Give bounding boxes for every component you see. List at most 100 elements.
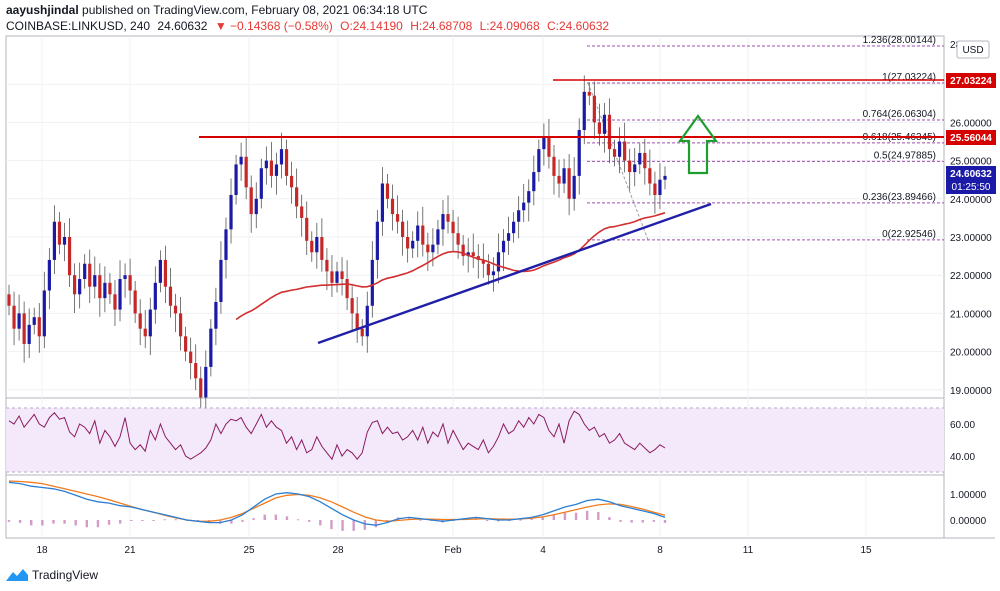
candle-body (264, 160, 268, 169)
candle-body (542, 137, 546, 150)
candle-body (421, 225, 425, 245)
candle-body (648, 168, 652, 184)
candle-body (73, 275, 77, 295)
price-tick-label: 25.00000 (950, 157, 992, 168)
price-tick-label: 24.00000 (950, 195, 992, 206)
usd-label: USD (962, 45, 983, 56)
time-axis: 18 21 25 28 Feb 4 8 11 15 (36, 545, 872, 556)
candle-body (133, 290, 137, 314)
candle-body (7, 294, 11, 306)
candle-body (158, 259, 162, 283)
tradingview-logo-icon (6, 569, 28, 581)
time-tick-label: Feb (444, 545, 462, 556)
price-tick-label: 23.00000 (950, 233, 992, 244)
candle-body (501, 240, 506, 253)
candle-body (370, 259, 374, 306)
author-name[interactable]: aayushjindal (6, 3, 79, 17)
macd-histogram-bar (608, 517, 611, 520)
candle-body (325, 259, 329, 272)
time-tick-label: 11 (743, 545, 754, 556)
tradingview-brand: TradingView (32, 568, 99, 582)
candle-body (380, 183, 385, 222)
candle-body (279, 149, 284, 165)
candle-body (315, 237, 319, 253)
candle-body (612, 149, 617, 157)
candle-body (643, 152, 647, 169)
candle-body (320, 237, 324, 260)
candle-body (234, 164, 238, 195)
change-value: ▼ −0.14368 (−0.58%) (214, 19, 333, 33)
price-panel (5, 35, 945, 399)
fib-retracement: 1.236(28.00144) 1(27.03224) 0.764(26.06304… (587, 35, 944, 241)
candle-body (496, 252, 501, 272)
time-tick-label: 18 (36, 545, 48, 556)
time-tick-label: 21 (124, 545, 136, 556)
macd-histogram-bar (497, 520, 500, 522)
candle-body (163, 259, 168, 287)
candle-body (506, 233, 511, 241)
candle-body (17, 313, 21, 329)
candle-body (184, 336, 188, 352)
candle-body (214, 301, 218, 329)
macd-histogram-bar (63, 520, 66, 524)
candle-body (522, 202, 526, 211)
tradingview-logo[interactable]: TradingView (6, 568, 98, 582)
macd-histogram-bar (319, 520, 322, 526)
candle-body (143, 328, 147, 337)
macd-histogram-bar (663, 520, 667, 523)
candle-body (633, 164, 637, 173)
macd-histogram-bar (241, 520, 244, 522)
low-value: L:24.09068 (479, 19, 540, 33)
candle-body (517, 210, 521, 222)
macd-histogram-bar (107, 520, 111, 525)
macd-histogram-bar (552, 514, 556, 520)
candle-body (532, 172, 536, 192)
price-tick-label: 22.00000 (950, 271, 992, 282)
macd-signal-line (8, 480, 666, 522)
candle-body (617, 141, 622, 157)
candle-body (653, 183, 657, 195)
candle-body (552, 156, 556, 176)
macd-line (8, 481, 666, 526)
macd-histogram-bar (296, 519, 300, 521)
candle-body (592, 95, 596, 123)
macd-histogram-bar (363, 520, 366, 530)
candle-body (340, 271, 344, 280)
candle-body (128, 275, 132, 291)
macd-histogram-bar (308, 520, 311, 522)
candle-body (37, 317, 41, 337)
candle-body (345, 279, 349, 299)
macd-histogram-bar (18, 520, 22, 523)
candle-body (93, 275, 97, 287)
macd-histogram-bar (130, 520, 133, 521)
candle-body (355, 313, 359, 329)
candle-body (113, 294, 117, 310)
candle-body (229, 194, 233, 230)
macd-histogram-bar (541, 517, 544, 520)
candle-body (401, 221, 405, 237)
candle-body (173, 305, 178, 314)
up-arrow-icon[interactable] (677, 114, 719, 175)
usd-badge[interactable] (956, 40, 990, 59)
candle-body (295, 187, 299, 207)
macd-histogram-bar (85, 520, 89, 528)
macd-histogram-bar (152, 520, 155, 521)
candle-body (57, 221, 62, 245)
candle-body (456, 233, 460, 245)
support-trendline[interactable] (317, 202, 712, 345)
time-tick-label: 4 (540, 545, 546, 556)
macd-histogram-bar (485, 520, 489, 521)
candle-body (67, 237, 72, 276)
candle-body (572, 175, 576, 199)
candle-body (491, 271, 496, 276)
macd-histogram-bar (196, 520, 200, 521)
rsi-tick-label: 60.00 (950, 420, 975, 431)
candle-body (628, 160, 632, 173)
macd-indicator: 1.00000 0.00000 (7, 480, 987, 531)
candle-body (153, 282, 157, 310)
time-tick-label: 28 (332, 545, 344, 556)
candle-body (416, 225, 420, 241)
time-tick-label: 25 (243, 545, 255, 556)
macd-histogram-bar (74, 520, 77, 526)
